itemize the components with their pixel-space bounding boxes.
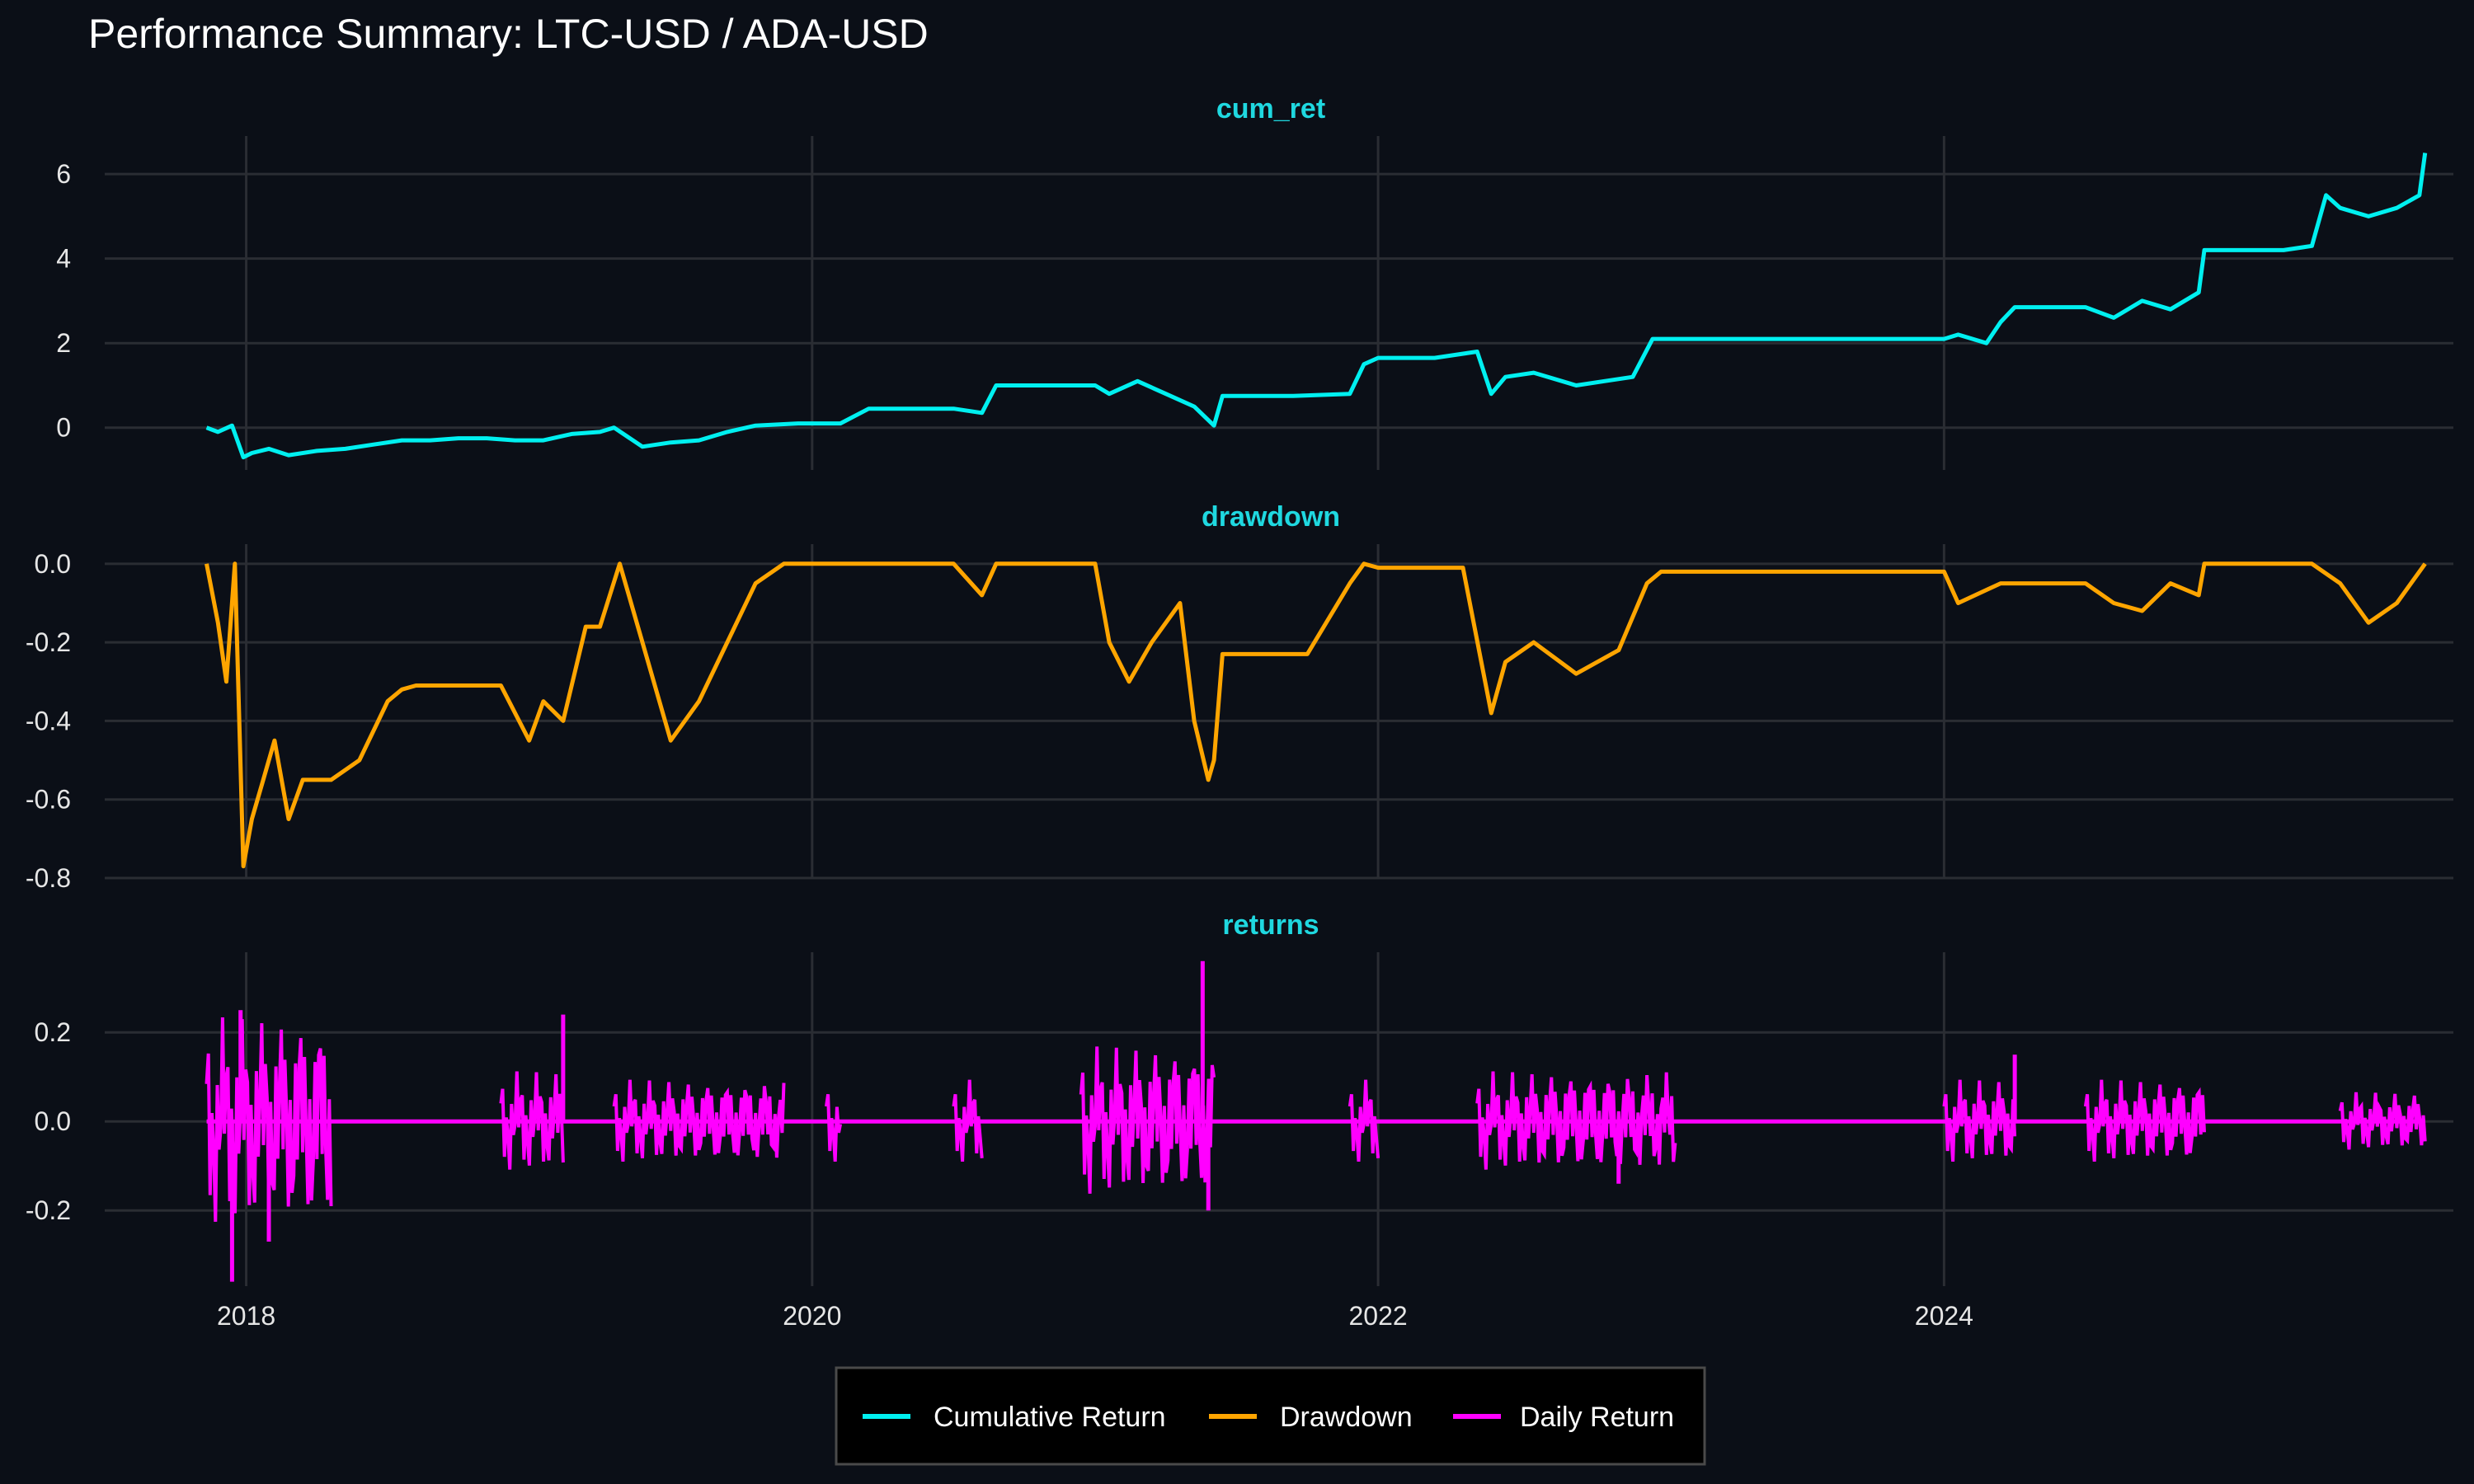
y-tick-label: 0.0 <box>35 549 71 579</box>
legend-label-drawdown: Drawdown <box>1280 1402 1413 1433</box>
series-returns-segment <box>952 1079 984 1162</box>
panel-title-returns: returns <box>1222 909 1319 941</box>
y-tick-label: 0.2 <box>35 1017 71 1047</box>
y-tick-label: 2 <box>56 328 71 358</box>
x-tick-label: 2024 <box>1915 1301 1973 1331</box>
y-tick-label: -0.4 <box>26 706 71 735</box>
y-tick-label: 0 <box>56 413 71 443</box>
series-returns-segment <box>499 1071 565 1170</box>
legend-item-drawdown: Drawdown <box>1209 1402 1413 1433</box>
y-tick-label: -0.2 <box>26 1195 71 1225</box>
y-tick-label: -0.6 <box>26 785 71 815</box>
legend-box <box>835 1366 1706 1466</box>
series-returns-segment <box>1475 1071 1677 1170</box>
legend-label-daily-return: Daily Return <box>1520 1402 1674 1433</box>
series-line-cum-ret <box>205 153 2428 460</box>
x-axis: 2018 2020 2022 2024 <box>217 1301 1973 1331</box>
y-tick-label: 6 <box>56 159 71 189</box>
chart-title: Performance Summary: LTC-USD / ADA-USD <box>88 11 929 57</box>
series-returns-segment <box>1079 1046 1216 1194</box>
x-tick-label: 2022 <box>1349 1301 1408 1331</box>
panel-title-cum-ret: cum_ret <box>1216 93 1325 124</box>
panel-drawdown: drawdown 0.0 -0.2 -0.4 -0.6 -0.8 <box>26 501 2453 893</box>
legend-item-cumulative-return: Cumulative Return <box>863 1402 1166 1433</box>
legend-label-cumulative-return: Cumulative Return <box>934 1402 1166 1433</box>
series-returns-segment <box>1348 1079 1380 1162</box>
panel-returns: returns 0.2 0.0 -0.2 <box>26 909 2453 1286</box>
x-tick-label: 2018 <box>217 1301 275 1331</box>
series-returns-segment <box>2083 1079 2206 1162</box>
y-tick-label: 0.0 <box>35 1106 71 1136</box>
series-line-drawdown <box>205 561 2427 869</box>
series-returns-segment <box>612 1079 786 1162</box>
x-tick-label: 2020 <box>783 1301 841 1331</box>
y-tick-label: -0.2 <box>26 627 71 657</box>
legend-item-daily-return: Daily Return <box>1453 1402 1674 1433</box>
series-returns-segment <box>825 1094 843 1162</box>
series-returns-segment <box>1942 1079 2017 1162</box>
panel-title-drawdown: drawdown <box>1202 501 1340 533</box>
panel-cum-ret: cum_ret 0 2 4 6 <box>56 93 2453 470</box>
y-tick-label: 4 <box>56 244 71 274</box>
y-tick-label: -0.8 <box>26 863 71 893</box>
legend: Cumulative Return Drawdown Daily Return <box>835 1366 1706 1466</box>
series-returns-segment <box>2338 1092 2427 1150</box>
